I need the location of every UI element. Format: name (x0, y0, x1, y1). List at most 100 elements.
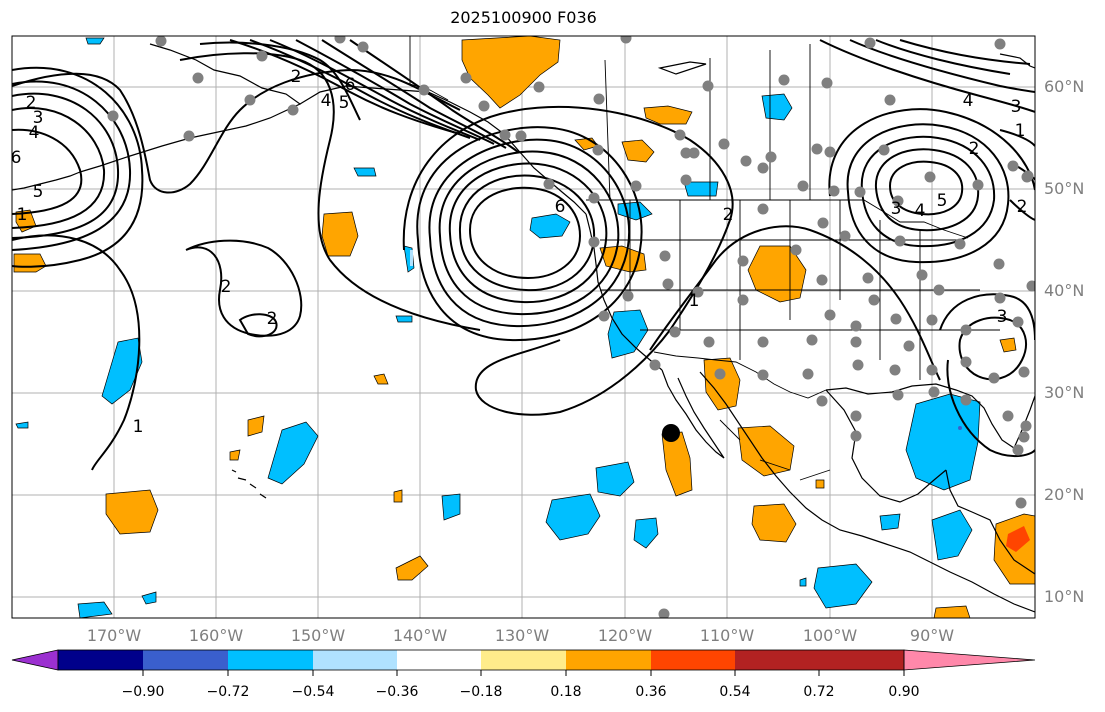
shade-blue (879, 513, 901, 531)
contour-label: 2 (291, 67, 302, 87)
contour-line (468, 186, 582, 280)
colorbar-tick-label: 0.18 (550, 684, 582, 700)
station-dot (960, 394, 972, 406)
station-dot (680, 147, 692, 159)
colorbar (11, 649, 1036, 676)
coastline-central-america (929, 561, 1035, 613)
coastline-gulf (825, 389, 947, 503)
station-dot (658, 608, 670, 618)
station-dot (287, 104, 299, 116)
strong-negative-areas (958, 426, 962, 430)
shade-blue (799, 577, 807, 587)
contour-line (819, 39, 1035, 113)
station-dot (543, 178, 555, 190)
station-dot (817, 217, 829, 229)
station-dot (868, 294, 880, 306)
border-us-mexico (653, 351, 827, 399)
station-dot (598, 310, 610, 322)
colorbar-segment (143, 650, 228, 670)
station-dot (620, 36, 632, 44)
contour-line (295, 39, 495, 145)
station-dot (894, 235, 906, 247)
station-dot (737, 294, 749, 306)
station-dot (1012, 316, 1024, 328)
contour-line (828, 108, 1035, 197)
lat-label: 40°N (1044, 281, 1085, 300)
station-dot (714, 368, 726, 380)
station-dot (737, 255, 749, 267)
contour-label: 1 (689, 291, 700, 311)
station-dot (692, 286, 704, 298)
station-dot (499, 129, 511, 141)
contour-line (428, 138, 631, 328)
contour-line (12, 234, 141, 471)
station-dot (924, 171, 936, 183)
negative-anomaly-areas (15, 37, 981, 618)
colorbar-tick-label: −0.36 (375, 684, 419, 700)
contour-label: 2 (969, 139, 980, 159)
shade-blue (607, 309, 649, 359)
station-dot (954, 238, 966, 250)
station-dot (718, 138, 730, 150)
station-dot (816, 395, 828, 407)
station-dot (960, 324, 972, 336)
contour-line (416, 126, 643, 342)
colorbar-segment (228, 650, 313, 670)
contour-label: 6 (555, 197, 566, 217)
station-dot (107, 110, 119, 122)
station-dot (357, 41, 369, 53)
contour-line (448, 162, 608, 304)
station-dot (688, 147, 700, 159)
contour-label: 2 (221, 277, 232, 297)
station-dot (155, 36, 167, 47)
station-dots (107, 36, 1035, 618)
station-dot (802, 368, 814, 380)
shade-blue (545, 493, 601, 541)
shade-orange (621, 139, 655, 163)
station-dot (674, 129, 686, 141)
shade-blue (15, 421, 29, 429)
colorbar-segment (819, 650, 904, 670)
coastline-gulf-of-alaska (299, 85, 587, 215)
colorbar-segment (735, 650, 819, 670)
lat-label: 20°N (1044, 485, 1085, 504)
station-dot (192, 72, 204, 84)
lon-label: 110°W (699, 626, 755, 645)
colorbar-segment (313, 650, 397, 670)
shade-light-blue (410, 250, 413, 266)
station-dot (669, 326, 681, 338)
contour-label: 6 (11, 148, 22, 168)
station-dot (515, 130, 527, 142)
station-dot (892, 195, 904, 207)
border-mexico-states (719, 419, 831, 481)
contour-line (199, 41, 361, 121)
station-dot (892, 389, 904, 401)
station-dot (244, 94, 256, 106)
contour-line (438, 150, 620, 316)
station-dot (811, 143, 823, 155)
station-dot (593, 93, 605, 105)
coastline-baja (661, 369, 725, 459)
contour-line (321, 39, 507, 149)
coastline-central-america-north (945, 469, 1035, 575)
contour-label: 1 (133, 417, 144, 437)
contour-label: 4 (29, 123, 40, 143)
station-dot (1012, 444, 1024, 456)
shade-orange (393, 489, 403, 503)
station-dot (854, 186, 866, 198)
shade-orange (815, 479, 825, 489)
station-dot (460, 72, 472, 84)
station-dot (1007, 160, 1019, 172)
station-dot (740, 155, 752, 167)
station-dot (890, 313, 902, 325)
contour-label: 1 (17, 205, 28, 225)
station-dot (622, 290, 634, 302)
station-dot (903, 340, 915, 352)
colorbar-tick-label: −0.18 (459, 684, 503, 700)
contour-line (12, 107, 106, 229)
contour-line (849, 39, 1035, 93)
station-dot (1018, 366, 1030, 378)
shade-blue (395, 315, 413, 323)
colorbar-segment (651, 650, 735, 670)
lat-label: 10°N (1044, 587, 1085, 606)
